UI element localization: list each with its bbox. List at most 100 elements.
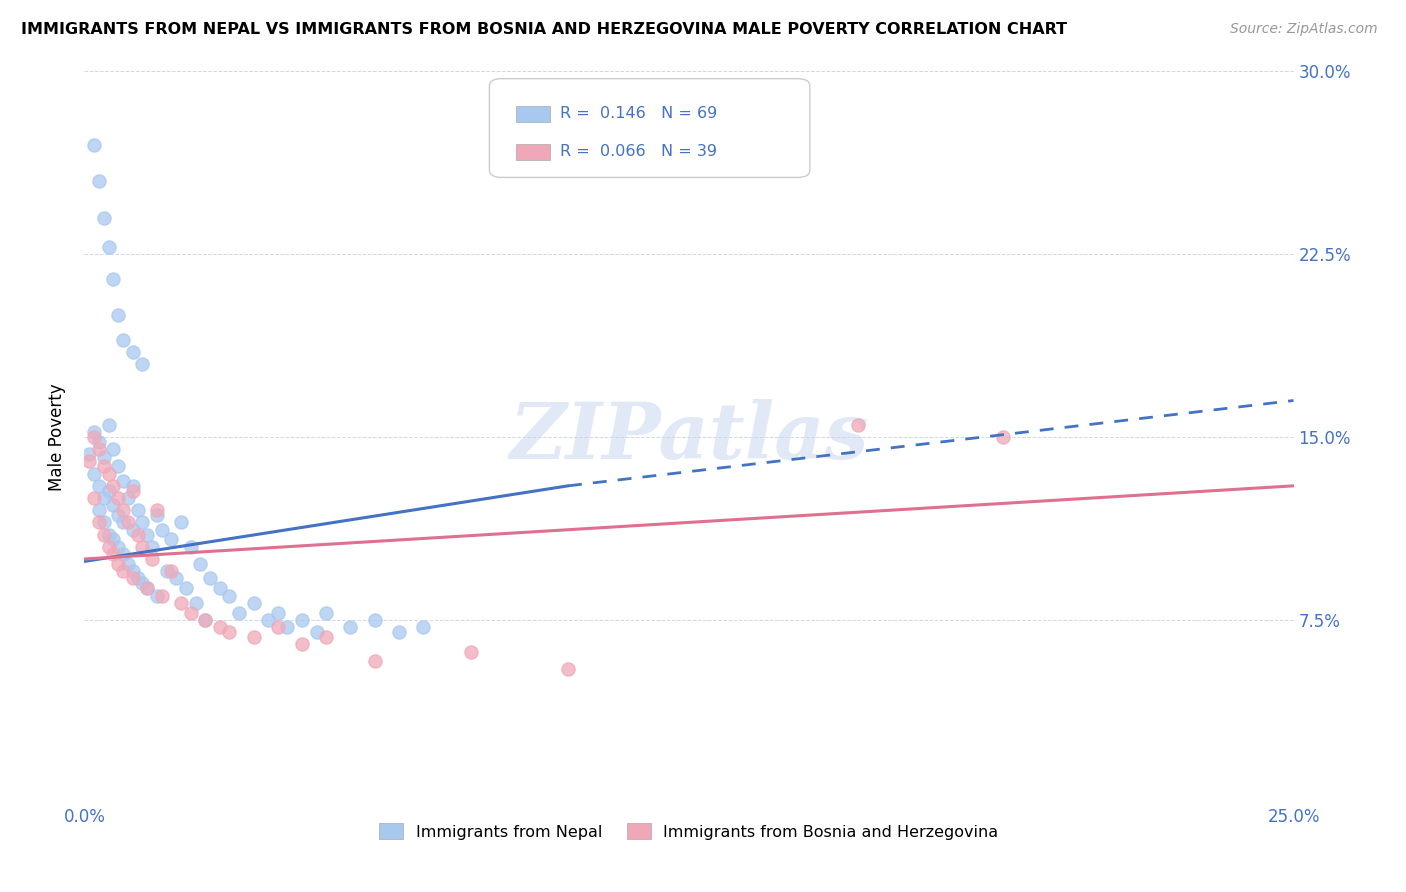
Point: [141, 540, 163, 554]
Point: [150, 523, 173, 537]
Point: [103, 533, 125, 547]
Point: [112, 516, 135, 530]
Point: [180, 606, 202, 620]
Point: [77, 454, 100, 468]
Point: [131, 576, 153, 591]
Point: [155, 564, 177, 578]
Point: [83, 430, 105, 444]
Point: [117, 491, 139, 505]
Point: [87, 442, 110, 457]
Point: [267, 620, 290, 634]
Point: [93, 211, 115, 225]
Point: [107, 459, 129, 474]
Point: [107, 508, 129, 522]
Point: [83, 137, 105, 152]
Point: [112, 503, 135, 517]
Point: [136, 527, 159, 541]
Point: [146, 508, 169, 522]
Point: [127, 572, 149, 586]
Point: [93, 459, 115, 474]
Text: ZIPatlas: ZIPatlas: [509, 399, 869, 475]
Y-axis label: Male Poverty: Male Poverty: [48, 384, 66, 491]
Point: [228, 606, 250, 620]
Point: [198, 572, 221, 586]
Point: [146, 503, 169, 517]
Point: [339, 620, 361, 634]
Point: [291, 637, 314, 651]
Point: [97, 527, 120, 541]
Point: [315, 630, 337, 644]
Point: [305, 625, 328, 640]
Point: [242, 630, 264, 644]
Point: [170, 516, 193, 530]
Point: [83, 425, 105, 440]
Text: R =  0.146   N = 69: R = 0.146 N = 69: [560, 106, 717, 121]
Point: [117, 557, 139, 571]
FancyBboxPatch shape: [516, 105, 550, 122]
Point: [93, 491, 115, 505]
Point: [112, 333, 135, 347]
Text: R =  0.066   N = 39: R = 0.066 N = 39: [560, 145, 717, 159]
Point: [267, 606, 290, 620]
Point: [315, 606, 337, 620]
Point: [83, 491, 105, 505]
Point: [103, 271, 125, 285]
FancyBboxPatch shape: [489, 78, 810, 178]
Point: [121, 564, 143, 578]
Point: [97, 540, 120, 554]
Point: [557, 662, 579, 676]
Text: IMMIGRANTS FROM NEPAL VS IMMIGRANTS FROM BOSNIA AND HERZEGOVINA MALE POVERTY COR: IMMIGRANTS FROM NEPAL VS IMMIGRANTS FROM…: [21, 22, 1067, 37]
Point: [107, 308, 129, 322]
Point: [121, 572, 143, 586]
Point: [112, 564, 135, 578]
Point: [218, 589, 240, 603]
Point: [97, 467, 120, 481]
Point: [146, 589, 169, 603]
Point: [117, 516, 139, 530]
Point: [97, 483, 120, 498]
Point: [121, 344, 143, 359]
Point: [160, 533, 183, 547]
Point: [103, 547, 125, 561]
Point: [194, 613, 217, 627]
Point: [121, 483, 143, 498]
Point: [83, 467, 105, 481]
Point: [87, 516, 110, 530]
Point: [208, 581, 231, 595]
Point: [127, 527, 149, 541]
Point: [174, 581, 197, 595]
Point: [93, 450, 115, 464]
Point: [131, 357, 153, 371]
Point: [93, 527, 115, 541]
Point: [136, 581, 159, 595]
Point: [150, 589, 173, 603]
Point: [97, 417, 120, 432]
Point: [170, 596, 193, 610]
Point: [276, 620, 298, 634]
Point: [77, 447, 100, 461]
Point: [160, 564, 183, 578]
Point: [121, 479, 143, 493]
Point: [190, 557, 212, 571]
Point: [257, 613, 280, 627]
Point: [184, 596, 207, 610]
Point: [194, 613, 217, 627]
Point: [846, 417, 869, 432]
Point: [93, 516, 115, 530]
Point: [208, 620, 231, 634]
Point: [363, 613, 385, 627]
Point: [180, 540, 202, 554]
Point: [103, 442, 125, 457]
FancyBboxPatch shape: [516, 144, 550, 160]
Point: [412, 620, 434, 634]
Point: [87, 479, 110, 493]
Point: [112, 547, 135, 561]
Point: [388, 625, 411, 640]
Point: [103, 499, 125, 513]
Point: [107, 540, 129, 554]
Point: [165, 572, 187, 586]
Point: [127, 503, 149, 517]
Point: [291, 613, 314, 627]
Point: [107, 491, 129, 505]
Point: [141, 552, 163, 566]
